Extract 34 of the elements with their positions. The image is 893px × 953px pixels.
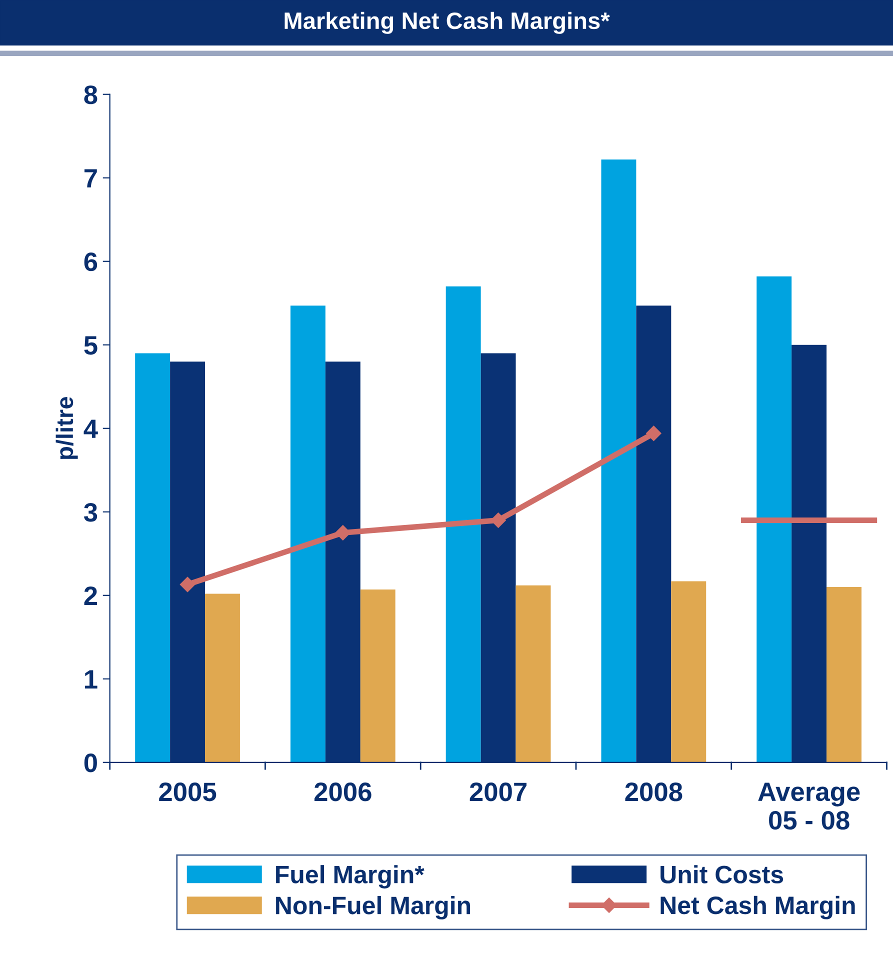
y-axis-title: p/litre: [56, 397, 78, 459]
y-tick-label: 0: [84, 754, 97, 772]
y-tick-label: 4: [84, 420, 98, 438]
bar: [135, 353, 170, 762]
bar: [756, 276, 792, 762]
legend-label: Non-Fuel Margin: [276, 896, 470, 920]
legend-label: Fuel Margin*: [276, 865, 424, 888]
bar: [446, 286, 481, 762]
point: [490, 512, 506, 528]
y-tick-label: 6: [84, 252, 98, 272]
point: [646, 426, 662, 441]
bar: [671, 581, 706, 762]
bar: [826, 587, 862, 762]
bar: [360, 590, 396, 762]
y-tick-label: 5: [84, 336, 98, 355]
x-tick-label: 2006: [314, 782, 372, 802]
y-tick-label: 3: [84, 503, 98, 522]
y-tick-label: 7: [84, 169, 97, 188]
legend-label: Unit Costs: [660, 865, 784, 884]
bar: [516, 585, 551, 762]
bar: [290, 306, 326, 762]
y-tick-label: 2: [84, 586, 97, 605]
x-tick-label: Average 05 - 08: [758, 782, 860, 830]
x-tick-label: 2008: [625, 782, 682, 802]
bar: [205, 594, 240, 762]
bar: [601, 159, 636, 762]
chart-title: Marketing Net Cash Margins*: [284, 12, 610, 34]
point: [335, 525, 350, 540]
y-tick-label: 8: [84, 85, 98, 104]
y-tick-label: 1: [85, 670, 98, 688]
point: [180, 576, 196, 592]
legend-label: Net Cash Margin: [660, 896, 855, 920]
x-tick-label: 2005: [159, 782, 216, 802]
x-tick-label: 2007: [470, 782, 526, 802]
